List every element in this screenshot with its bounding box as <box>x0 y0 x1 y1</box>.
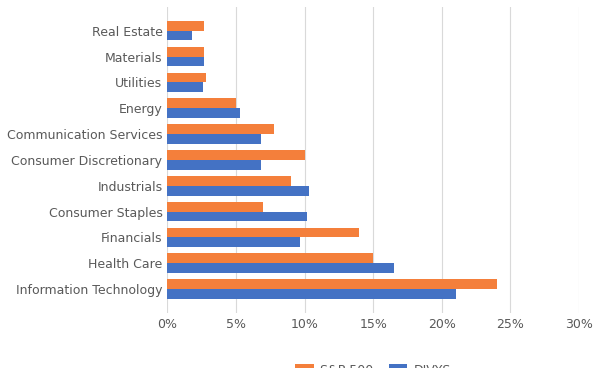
Bar <box>167 124 274 134</box>
Bar <box>167 263 394 273</box>
Bar <box>167 237 301 247</box>
Bar <box>167 202 263 212</box>
Bar <box>167 212 307 222</box>
Bar <box>167 176 291 186</box>
Bar <box>167 254 373 263</box>
Bar <box>167 82 203 92</box>
Bar <box>167 57 205 66</box>
Bar <box>167 72 206 82</box>
Bar <box>167 31 192 40</box>
Bar <box>167 108 240 118</box>
Bar <box>167 21 205 31</box>
Bar <box>167 160 260 170</box>
Bar <box>167 134 260 144</box>
Bar <box>167 150 305 160</box>
Bar <box>167 186 308 195</box>
Bar <box>167 98 236 108</box>
Bar <box>167 289 455 299</box>
Bar <box>167 47 205 57</box>
Legend: S&P 500, DIVYS: S&P 500, DIVYS <box>290 359 456 368</box>
Bar <box>167 279 497 289</box>
Bar <box>167 227 359 237</box>
